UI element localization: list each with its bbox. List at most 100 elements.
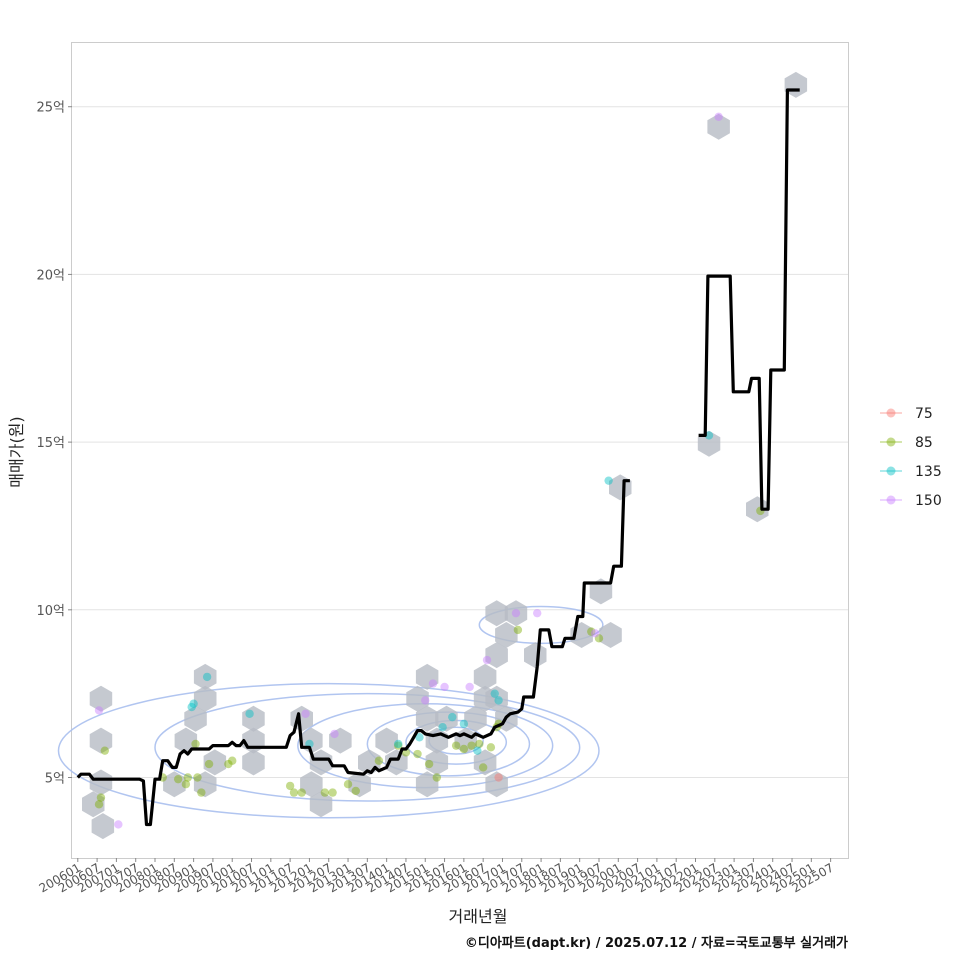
scatter-point-85 <box>228 756 237 765</box>
hexbin-cell <box>163 771 186 798</box>
scatter-point-85 <box>100 746 110 755</box>
scatter-point-135 <box>189 699 198 708</box>
scatter-point-85 <box>343 780 353 789</box>
hexbin-cell <box>329 727 352 754</box>
scatter-point-85 <box>289 788 299 797</box>
legend-key-point <box>886 408 896 418</box>
hexbin-cell <box>193 771 217 798</box>
legend-key-point <box>886 466 896 476</box>
price-line <box>698 88 800 511</box>
scatter-point-85 <box>459 744 469 754</box>
scatter-point-150 <box>330 729 339 739</box>
scatter-point-150 <box>511 608 521 618</box>
hexbin-cell <box>485 685 508 712</box>
scatter-point-85 <box>197 788 206 797</box>
legend-label: 85 <box>915 435 933 451</box>
hexbin-cell <box>425 749 449 776</box>
scatter-point-150 <box>440 682 449 692</box>
hexbin-cell <box>473 749 497 776</box>
scatter-point-85 <box>224 759 233 769</box>
hexbin-cell <box>82 791 105 818</box>
hexbin-cell <box>309 791 333 818</box>
hexbin-cell <box>375 727 398 754</box>
scatter-point-135 <box>202 672 212 682</box>
hexbin-cell <box>485 642 508 669</box>
scatter-point-150 <box>94 706 104 715</box>
legend-label: 75 <box>915 406 933 422</box>
hexbin-cell <box>589 578 613 605</box>
density-contour <box>478 605 604 645</box>
y-tick-label: 5억 <box>45 772 65 787</box>
scatter-point-85 <box>475 739 484 749</box>
scatter-point-85 <box>351 786 360 796</box>
chart-caption: ©디아파트(dapt.kr) / 2025.07.12 / 자료=국토교통부 실… <box>465 935 848 951</box>
legend-label: 135 <box>915 464 942 480</box>
y-tick-label: 15억 <box>36 436 65 451</box>
hexbin-cell <box>464 705 487 732</box>
hexbin-cell <box>203 749 227 776</box>
hexbin-cell <box>504 600 528 627</box>
scatter-point-135 <box>604 476 613 485</box>
scatter-point-75 <box>494 773 503 782</box>
hexbin-cell <box>174 727 198 754</box>
hexbin-cell <box>707 113 730 140</box>
hexbin-cell <box>242 749 265 776</box>
scatter-point-150 <box>590 629 600 638</box>
hexbin-cell <box>415 771 439 798</box>
legend: 75 85 135 150 <box>880 406 942 509</box>
hexbin-cell <box>242 705 265 732</box>
density-contour <box>57 682 600 819</box>
legend-key-point <box>886 437 896 447</box>
scatter-point-85 <box>181 780 191 789</box>
hexbin-cell <box>524 642 547 669</box>
x-axis-title: 거래년월 <box>449 907 508 926</box>
scatter-point-85 <box>424 759 434 769</box>
y-axis-ticks: 5억 10억 15억 20억 25억 <box>36 101 72 787</box>
scatter-point-150 <box>428 679 438 688</box>
hexbin-cell <box>473 663 497 690</box>
scatter-point-85 <box>297 788 306 797</box>
hexbin-cell <box>415 663 439 690</box>
hexbin-cell <box>485 600 508 627</box>
hexbin-cell <box>193 663 217 690</box>
scatter-point-85 <box>183 773 193 782</box>
scatter-point-85 <box>320 788 330 797</box>
scatter-point-85 <box>413 749 422 759</box>
x-axis-ticks: 2006012006072007012007072008012008072009… <box>37 858 836 896</box>
hexbin-cell <box>697 430 721 457</box>
hexbin-cell <box>348 771 371 798</box>
hexbin-cell <box>599 622 622 648</box>
scatter-point-135 <box>448 712 457 722</box>
scatter-point-150 <box>714 112 723 121</box>
scatter-point-85 <box>204 759 214 769</box>
scatter-point-135 <box>394 739 403 749</box>
scatter-point-150 <box>421 696 430 705</box>
scatter-point-85 <box>594 634 604 643</box>
price-line-series <box>76 88 800 827</box>
hexbin-cell <box>406 685 429 712</box>
y-axis-title: 매매가(원) <box>7 416 26 487</box>
scatter-point-150 <box>114 820 123 829</box>
scatter-point-135 <box>473 746 482 755</box>
scatter-point-135 <box>187 702 196 712</box>
scatter-point-85 <box>394 741 403 750</box>
scatter-point-85 <box>451 741 461 750</box>
scatter-point-85 <box>94 800 104 809</box>
density-contour <box>154 692 581 802</box>
hexbin-cell <box>435 705 458 732</box>
hexbin-cell <box>415 705 439 732</box>
scatter-point-85 <box>285 781 295 791</box>
y-tick-label: 10억 <box>36 604 65 619</box>
scatter-point-85 <box>193 773 202 782</box>
hexbin-cell <box>385 749 408 776</box>
scatter-points <box>94 112 765 829</box>
scatter-point-135 <box>704 431 714 440</box>
scatter-point-85 <box>467 741 476 750</box>
hexbin-cell <box>91 813 115 840</box>
scatter-point-85 <box>96 793 106 802</box>
scatter-point-85 <box>432 773 442 782</box>
scatter-point-135 <box>415 733 424 742</box>
hexbin-cell <box>89 769 113 796</box>
scatter-point-85 <box>513 625 523 635</box>
